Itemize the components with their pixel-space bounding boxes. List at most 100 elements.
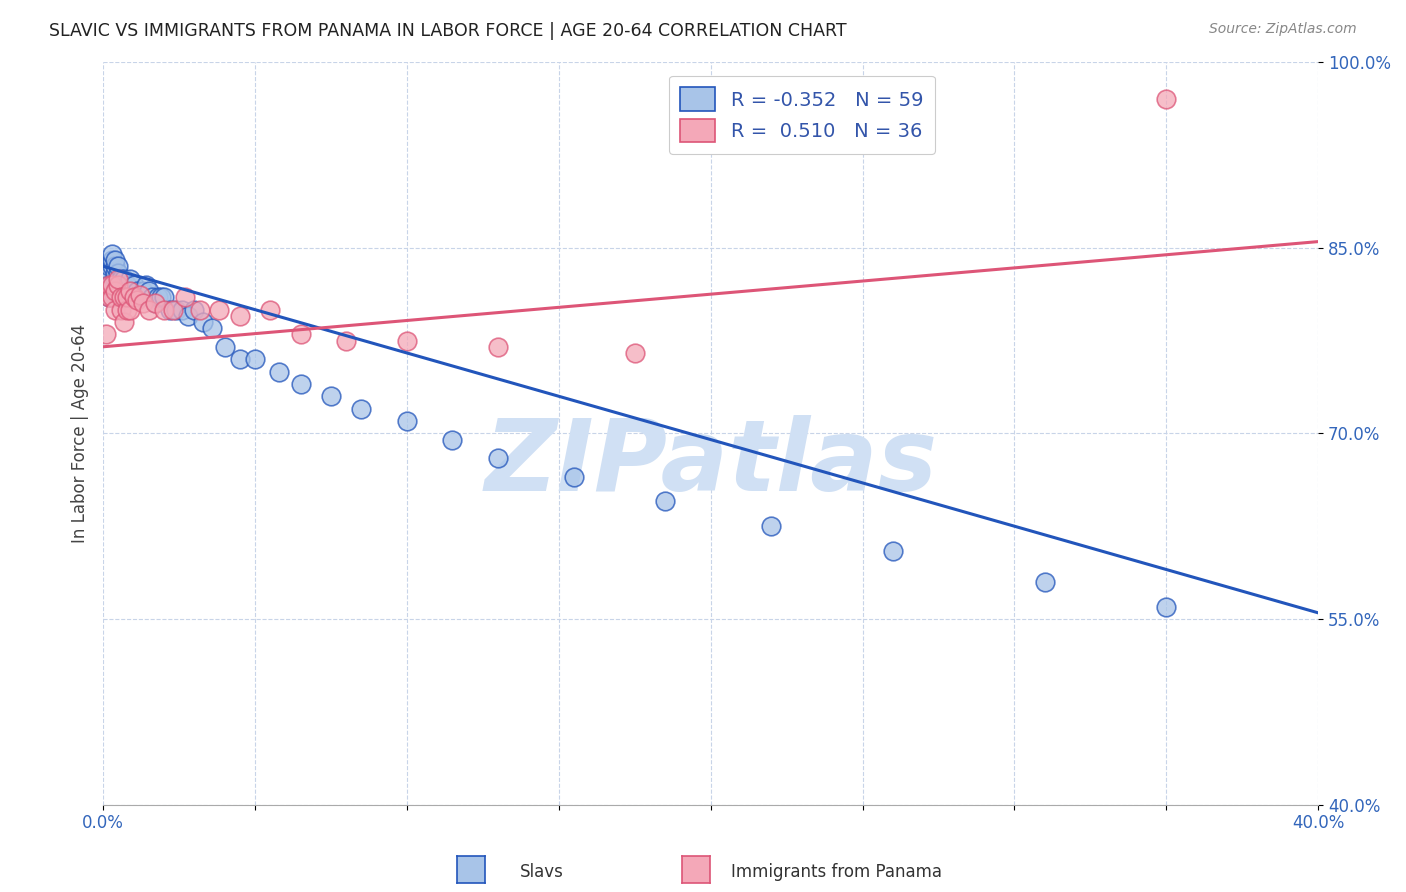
Point: [110, 290, 132, 304]
Point: [131, 284, 153, 298]
Point: [153, 302, 176, 317]
Point: [138, 284, 160, 298]
Point: [441, 433, 464, 447]
Point: [110, 302, 132, 317]
Point: [1033, 574, 1056, 589]
Point: [486, 451, 509, 466]
Point: [229, 352, 252, 367]
Point: [120, 284, 142, 298]
Point: [110, 290, 132, 304]
Point: [882, 544, 904, 558]
Point: [135, 277, 157, 292]
Point: [104, 260, 127, 274]
Point: [107, 260, 129, 274]
Text: ZIPatlas: ZIPatlas: [484, 415, 938, 512]
Point: [623, 346, 645, 360]
Point: [104, 284, 127, 298]
Point: [98, 290, 121, 304]
Point: [143, 296, 166, 310]
Point: [486, 340, 509, 354]
Point: [172, 302, 194, 317]
Point: [395, 334, 418, 348]
Point: [128, 287, 150, 301]
Point: [104, 271, 127, 285]
Point: [98, 290, 121, 304]
Point: [117, 290, 139, 304]
Legend: R = -0.352   N = 59, R =  0.510   N = 36: R = -0.352 N = 59, R = 0.510 N = 36: [669, 76, 935, 154]
Point: [112, 271, 135, 285]
Point: [183, 302, 205, 317]
Point: [96, 266, 118, 280]
Point: [193, 315, 215, 329]
Point: [335, 334, 357, 348]
Point: [1156, 599, 1178, 614]
Point: [128, 290, 150, 304]
Point: [101, 290, 124, 304]
Point: [207, 302, 229, 317]
Point: [174, 290, 197, 304]
Point: [259, 302, 281, 317]
Point: [120, 302, 142, 317]
Point: [104, 266, 127, 280]
Point: [229, 309, 252, 323]
Point: [214, 340, 236, 354]
Point: [201, 321, 224, 335]
Point: [138, 302, 160, 317]
Point: [243, 352, 266, 367]
Point: [96, 327, 118, 342]
Text: Slavs: Slavs: [520, 863, 564, 881]
Point: [120, 284, 142, 298]
Point: [110, 277, 132, 292]
Point: [107, 271, 129, 285]
Text: SLAVIC VS IMMIGRANTS FROM PANAMA IN LABOR FORCE | AGE 20-64 CORRELATION CHART: SLAVIC VS IMMIGRANTS FROM PANAMA IN LABO…: [49, 22, 846, 40]
Point: [101, 247, 124, 261]
Point: [104, 253, 127, 268]
Text: Immigrants from Panama: Immigrants from Panama: [731, 863, 942, 881]
Point: [98, 260, 121, 274]
Point: [101, 260, 124, 274]
Point: [395, 414, 418, 428]
Point: [350, 401, 373, 416]
Point: [96, 277, 118, 292]
Point: [125, 284, 148, 298]
Point: [269, 365, 291, 379]
Point: [98, 277, 121, 292]
Point: [1156, 92, 1178, 106]
Y-axis label: In Labor Force | Age 20-64: In Labor Force | Age 20-64: [72, 324, 89, 543]
Point: [146, 290, 169, 304]
Point: [122, 277, 145, 292]
Point: [107, 284, 129, 298]
Point: [110, 271, 132, 285]
Point: [117, 290, 139, 304]
Point: [177, 309, 200, 323]
Point: [319, 389, 342, 403]
Point: [107, 277, 129, 292]
Point: [101, 277, 124, 292]
Point: [654, 494, 676, 508]
Point: [112, 284, 135, 298]
Point: [101, 253, 124, 268]
Point: [153, 290, 176, 304]
Text: Source: ZipAtlas.com: Source: ZipAtlas.com: [1209, 22, 1357, 37]
Point: [149, 290, 172, 304]
Point: [188, 302, 211, 317]
Point: [112, 315, 135, 329]
Point: [290, 327, 312, 342]
Point: [120, 271, 142, 285]
Point: [112, 290, 135, 304]
Point: [122, 290, 145, 304]
Point: [98, 277, 121, 292]
Point: [141, 290, 163, 304]
Point: [761, 519, 783, 533]
Point: [165, 302, 187, 317]
Point: [131, 296, 153, 310]
Point: [159, 302, 181, 317]
Point: [162, 302, 184, 317]
Point: [107, 266, 129, 280]
Point: [104, 302, 127, 317]
Point: [125, 293, 148, 307]
Point: [117, 277, 139, 292]
Point: [117, 302, 139, 317]
Point: [107, 277, 129, 292]
Point: [290, 376, 312, 391]
